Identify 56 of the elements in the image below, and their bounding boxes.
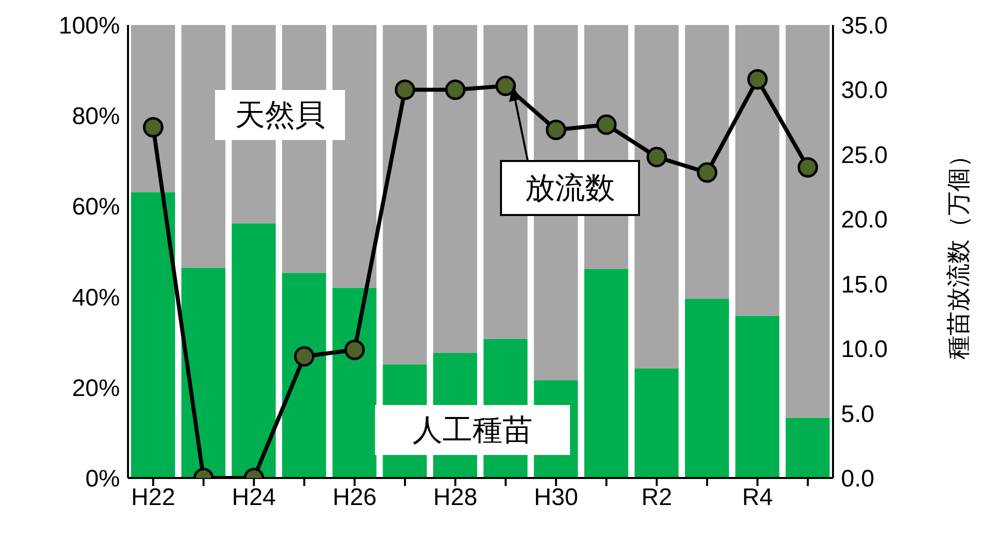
bar bbox=[786, 418, 830, 478]
y2-axis-title: 種苗放流数（万個） bbox=[946, 144, 973, 360]
y-tick-label: 20% bbox=[72, 374, 120, 402]
point bbox=[142, 117, 164, 138]
point bbox=[798, 157, 818, 178]
bar bbox=[332, 288, 376, 478]
point bbox=[394, 79, 416, 100]
point bbox=[747, 69, 768, 90]
bar bbox=[735, 316, 780, 478]
bar bbox=[382, 25, 427, 364]
point bbox=[646, 146, 667, 168]
legend-label: 放流数 bbox=[500, 160, 640, 216]
x-tick-label: H24 bbox=[232, 484, 276, 512]
x-tick-label: H22 bbox=[131, 484, 176, 512]
bar bbox=[634, 368, 679, 478]
x-tick-label: H26 bbox=[332, 484, 377, 512]
y2-tick-label: 20.0 bbox=[841, 206, 888, 234]
y2-tick-label: 25.0 bbox=[841, 142, 888, 169]
y2-tick-label: 10.0 bbox=[841, 336, 888, 364]
y2-tick-label: 15.0 bbox=[841, 271, 888, 298]
bar bbox=[786, 25, 830, 418]
x-tick-label: H28 bbox=[433, 484, 478, 512]
x-tick-label: R4 bbox=[742, 484, 773, 512]
bar bbox=[131, 25, 176, 192]
bar bbox=[282, 272, 326, 478]
y2-tick-label: 0.0 bbox=[841, 466, 874, 493]
x-tick-label: H30 bbox=[534, 484, 578, 512]
bar bbox=[634, 25, 679, 368]
bar bbox=[131, 192, 176, 478]
point bbox=[596, 114, 617, 135]
y2-tick-label: 5.0 bbox=[841, 400, 874, 428]
x-tick-label: R2 bbox=[641, 484, 672, 512]
y-tick-label: 60% bbox=[72, 194, 120, 221]
y2-tick-label: 30.0 bbox=[841, 77, 888, 104]
y2-tick-label: 35.0 bbox=[841, 12, 888, 40]
point bbox=[495, 76, 516, 96]
bar bbox=[584, 268, 628, 478]
point bbox=[344, 340, 365, 360]
bar bbox=[332, 25, 376, 288]
point bbox=[696, 162, 718, 183]
bar bbox=[684, 25, 729, 299]
bar bbox=[232, 223, 276, 478]
bar bbox=[684, 298, 729, 478]
bar bbox=[433, 25, 478, 353]
y-tick-label: 100% bbox=[58, 12, 120, 40]
series-label: 人工種苗 bbox=[375, 405, 570, 455]
y-tick-label: 40% bbox=[72, 284, 120, 312]
bar bbox=[735, 25, 780, 316]
point bbox=[445, 79, 466, 100]
bar bbox=[181, 268, 226, 478]
y-tick-label: 0% bbox=[85, 466, 120, 493]
series-label: 天然貝 bbox=[215, 90, 345, 140]
point bbox=[546, 120, 566, 140]
point bbox=[294, 346, 314, 367]
bar bbox=[181, 25, 226, 268]
y-tick-label: 80% bbox=[72, 103, 120, 130]
